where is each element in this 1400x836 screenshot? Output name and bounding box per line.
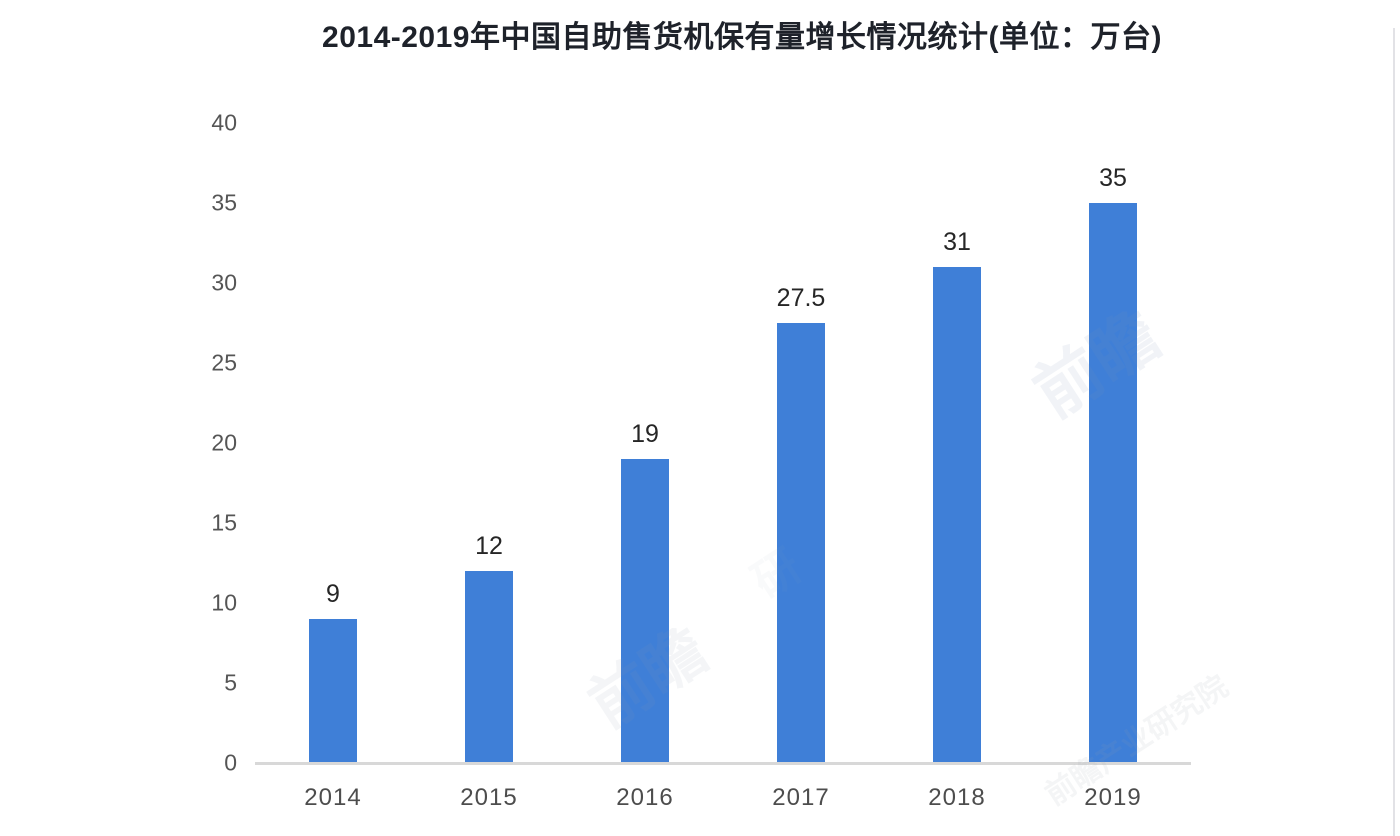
bar-value-label: 31 bbox=[943, 228, 971, 256]
y-tick-label: 10 bbox=[211, 589, 237, 616]
bar-2017 bbox=[777, 323, 825, 763]
bar-value-label: 27.5 bbox=[776, 284, 826, 312]
bar-2016 bbox=[621, 459, 669, 763]
y-tick-label: 0 bbox=[224, 749, 237, 776]
x-tick-label: 2019 bbox=[1084, 784, 1142, 811]
y-tick-label: 35 bbox=[211, 189, 237, 216]
bar-value-label: 35 bbox=[1099, 164, 1127, 192]
y-tick-label: 40 bbox=[211, 109, 237, 136]
bar-2019 bbox=[1089, 203, 1137, 763]
bar-2018 bbox=[933, 267, 981, 763]
bar-value-label: 12 bbox=[475, 532, 503, 560]
chart-title: 2014-2019年中国自助售货机保有量增长情况统计(单位：万台) bbox=[322, 21, 1162, 54]
y-tick-label: 15 bbox=[211, 509, 237, 536]
bar-2015 bbox=[465, 571, 513, 763]
x-tick-label: 2018 bbox=[928, 784, 986, 811]
y-tick-label: 5 bbox=[224, 669, 237, 696]
y-tick-label: 25 bbox=[211, 349, 237, 376]
image-right-border bbox=[1393, 28, 1395, 836]
bar-value-label: 19 bbox=[631, 420, 659, 448]
x-tick-label: 2016 bbox=[616, 784, 674, 811]
bar-value-label: 9 bbox=[326, 580, 340, 608]
bar-2014 bbox=[309, 619, 357, 763]
y-tick-label: 30 bbox=[211, 269, 237, 296]
x-tick-label: 2017 bbox=[772, 784, 830, 811]
x-tick-label: 2014 bbox=[304, 784, 362, 811]
x-axis-line bbox=[255, 762, 1191, 765]
y-tick-label: 20 bbox=[211, 429, 237, 456]
x-tick-label: 2015 bbox=[460, 784, 518, 811]
